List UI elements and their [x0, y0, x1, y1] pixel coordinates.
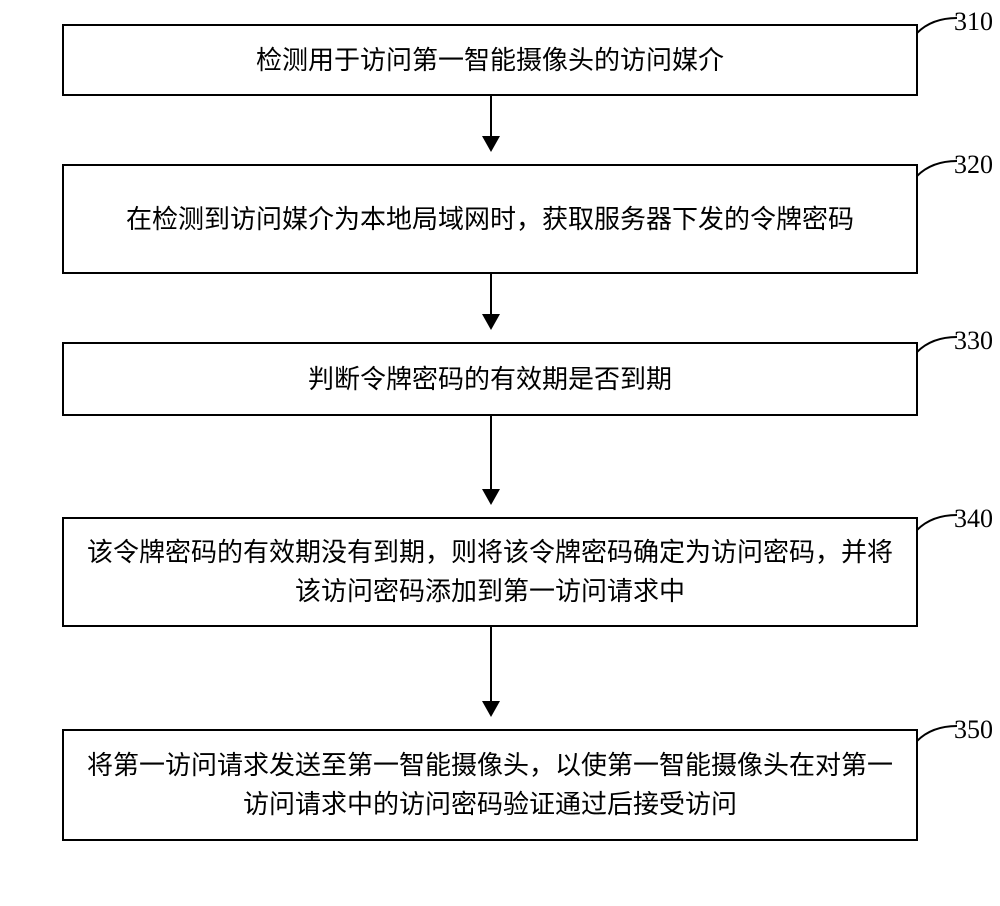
arrow-330-340 [490, 416, 492, 503]
step-box-320: 在检测到访问媒介为本地局域网时，获取服务器下发的令牌密码 [62, 164, 918, 274]
leader-line-350 [912, 723, 960, 743]
flowchart-container: 检测用于访问第一智能摄像头的访问媒介 310 在检测到访问媒介为本地局域网时，获… [0, 0, 1000, 906]
arrow-320-330 [490, 274, 492, 328]
step-box-310: 检测用于访问第一智能摄像头的访问媒介 [62, 24, 918, 96]
step-text: 将第一访问请求发送至第一智能摄像头，以使第一智能摄像头在对第一访问请求中的访问密… [84, 746, 896, 824]
step-text: 在检测到访问媒介为本地局域网时，获取服务器下发的令牌密码 [126, 200, 854, 239]
arrow-340-350 [490, 627, 492, 715]
step-box-350: 将第一访问请求发送至第一智能摄像头，以使第一智能摄像头在对第一访问请求中的访问密… [62, 729, 918, 841]
leader-line-310 [912, 15, 960, 35]
step-label-310: 310 [954, 7, 993, 37]
step-box-330: 判断令牌密码的有效期是否到期 [62, 342, 918, 416]
step-label-320: 320 [954, 150, 993, 180]
step-label-340: 340 [954, 504, 993, 534]
leader-line-340 [912, 512, 960, 532]
step-text: 判断令牌密码的有效期是否到期 [308, 360, 672, 399]
leader-line-320 [912, 158, 960, 178]
step-label-330: 330 [954, 326, 993, 356]
step-label-350: 350 [954, 715, 993, 745]
step-box-340: 该令牌密码的有效期没有到期，则将该令牌密码确定为访问密码，并将该访问密码添加到第… [62, 517, 918, 627]
step-text: 检测用于访问第一智能摄像头的访问媒介 [256, 41, 724, 80]
arrow-310-320 [490, 96, 492, 150]
leader-line-330 [912, 334, 960, 354]
step-text: 该令牌密码的有效期没有到期，则将该令牌密码确定为访问密码，并将该访问密码添加到第… [84, 533, 896, 611]
